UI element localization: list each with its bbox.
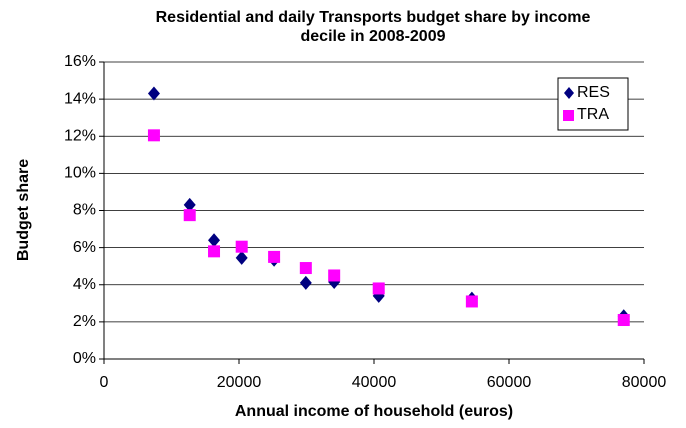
y-tick-label: 6%	[73, 239, 96, 256]
y-tick-label: 12%	[64, 127, 96, 144]
y-axis-label: Budget share	[15, 159, 32, 261]
x-tick-label: 60000	[487, 374, 532, 391]
point	[183, 209, 196, 222]
point	[183, 197, 196, 212]
point	[465, 295, 478, 308]
y-tick-label: 4%	[73, 276, 96, 293]
point	[235, 250, 248, 265]
point	[208, 245, 221, 258]
point	[147, 129, 160, 142]
point	[147, 86, 160, 101]
point	[299, 275, 312, 290]
point	[299, 262, 312, 275]
legend-marker	[564, 87, 574, 99]
point	[617, 314, 630, 327]
x-axis-label: Annual income of household (euros)	[235, 403, 513, 420]
y-tick-label: 10%	[64, 165, 96, 182]
y-tick-label: 0%	[73, 350, 96, 367]
x-tick-label: 20000	[217, 374, 262, 391]
legend-box	[557, 77, 629, 131]
x-tick-label: 80000	[622, 374, 667, 391]
legend-label: TRA	[577, 106, 609, 123]
point	[328, 269, 341, 282]
y-tick-label: 2%	[73, 313, 96, 330]
point	[208, 233, 221, 248]
chart-title: Residential and daily Transports budget …	[155, 9, 591, 45]
point	[235, 240, 248, 253]
y-tick-label: 16%	[64, 53, 96, 70]
x-tick-label: 0	[100, 374, 109, 391]
legend-label: RES	[577, 84, 610, 101]
x-tick-label: 40000	[352, 374, 397, 391]
point	[268, 250, 281, 263]
y-tick-label: 14%	[64, 90, 96, 107]
legend-marker	[563, 110, 574, 121]
point	[372, 282, 385, 295]
y-tick-label: 8%	[73, 202, 96, 219]
